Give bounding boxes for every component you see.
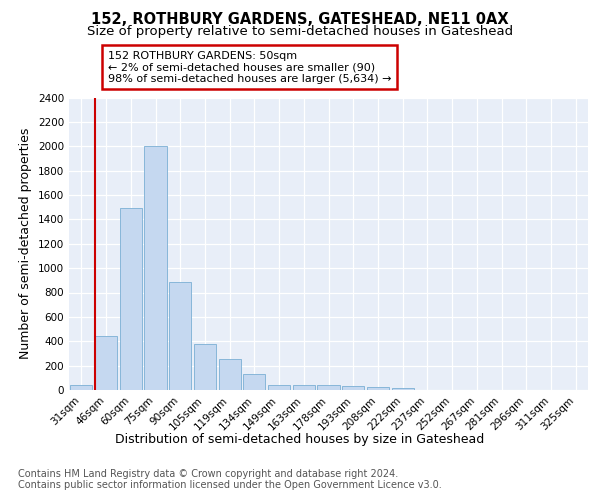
Text: Distribution of semi-detached houses by size in Gateshead: Distribution of semi-detached houses by … (115, 432, 485, 446)
Bar (70, 385, 92, 390)
Bar (169, 282, 191, 390)
Bar (145, 146, 167, 390)
Bar (317, 385, 340, 390)
Bar (243, 374, 265, 390)
Text: Size of property relative to semi-detached houses in Gateshead: Size of property relative to semi-detach… (87, 25, 513, 38)
Text: 152 ROTHBURY GARDENS: 50sqm
← 2% of semi-detached houses are smaller (90)
98% of: 152 ROTHBURY GARDENS: 50sqm ← 2% of semi… (108, 50, 391, 84)
Bar (218, 359, 241, 390)
Bar (293, 385, 315, 390)
Bar (95, 336, 117, 390)
Text: Contains HM Land Registry data © Crown copyright and database right 2024.: Contains HM Land Registry data © Crown c… (18, 469, 398, 479)
Bar (392, 388, 414, 390)
Bar (367, 387, 389, 390)
Bar (119, 208, 142, 390)
Bar (194, 344, 216, 390)
Text: 152, ROTHBURY GARDENS, GATESHEAD, NE11 0AX: 152, ROTHBURY GARDENS, GATESHEAD, NE11 0… (91, 12, 509, 28)
Y-axis label: Number of semi-detached properties: Number of semi-detached properties (19, 128, 32, 360)
Text: Contains public sector information licensed under the Open Government Licence v3: Contains public sector information licen… (18, 480, 442, 490)
Bar (268, 385, 290, 390)
Bar (342, 386, 364, 390)
